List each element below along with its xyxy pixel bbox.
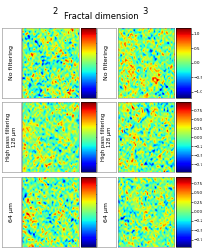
- Text: 2: 2: [52, 7, 57, 16]
- Y-axis label: μm: μm: [106, 208, 110, 215]
- Text: No filtering: No filtering: [9, 45, 14, 80]
- Text: High pass filtering
128 μm: High pass filtering 128 μm: [6, 113, 17, 161]
- Y-axis label: μm: μm: [106, 59, 110, 66]
- Text: 64 μm: 64 μm: [104, 201, 109, 222]
- Text: 64 μm: 64 μm: [9, 201, 14, 222]
- Y-axis label: μm: μm: [106, 134, 110, 140]
- Text: No filtering: No filtering: [104, 45, 109, 80]
- Text: High pass filtering
128 μm: High pass filtering 128 μm: [101, 113, 112, 161]
- Text: Fractal dimension: Fractal dimension: [64, 12, 138, 21]
- Text: 3: 3: [143, 7, 148, 16]
